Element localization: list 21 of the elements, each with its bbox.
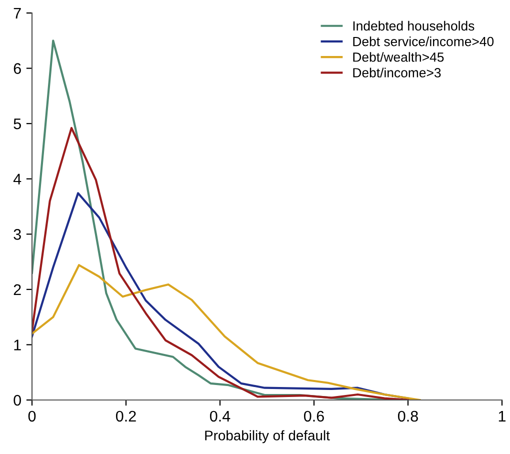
legend-label: Debt service/income>40 [353,36,494,46]
x-axis-title: Probability of default [205,430,330,444]
x-tick-label: 0.4 [210,410,230,422]
x-tick-label: 0.8 [398,410,418,422]
y-tick-label: 3 [14,229,21,240]
x-tick-label: 1 [498,410,506,422]
y-tick-label: 7 [14,8,21,19]
x-tick-label: 0 [28,410,36,422]
line-series [32,126,410,400]
x-tick-label: 0.6 [304,410,324,422]
y-tick-label: 4 [13,174,22,184]
legend-label: Debt/wealth>45 [353,52,444,62]
legend-label: Debt/income>3 [353,68,441,78]
x-tick-label: 0.2 [116,410,136,422]
y-tick-label: 6 [14,63,21,74]
y-tick-label: 0 [14,394,21,406]
legend-label: Indebted households [353,20,474,31]
y-tick-label: 1 [14,340,21,350]
line-series [32,264,421,400]
y-tick-label: 5 [14,118,21,130]
y-tick-label: 2 [14,284,21,295]
